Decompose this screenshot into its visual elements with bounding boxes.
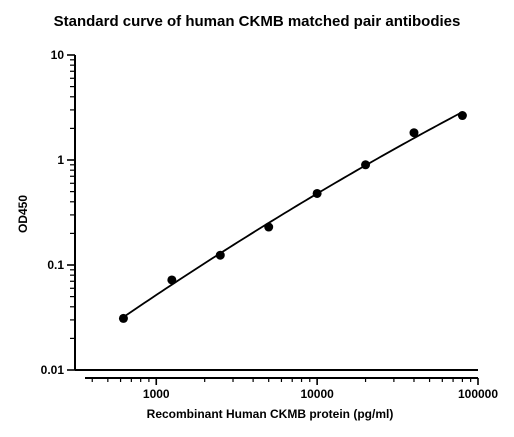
data-point bbox=[457, 111, 467, 121]
data-point bbox=[361, 160, 371, 170]
y-tick-label: 0.01 bbox=[41, 363, 65, 377]
data-point bbox=[312, 188, 322, 198]
chart-title: Standard curve of human CKMB matched pai… bbox=[54, 13, 461, 30]
data-point bbox=[409, 128, 419, 138]
x-tick-label: 10000 bbox=[300, 387, 334, 401]
y-axis-label: OD450 bbox=[16, 195, 30, 233]
data-point bbox=[215, 250, 225, 260]
x-axis-label: Recombinant Human CKMB protein (pg/ml) bbox=[147, 407, 394, 421]
fit-curve bbox=[122, 111, 463, 318]
x-axis-ticks: 1000 10000 100000 bbox=[85, 377, 498, 401]
data-points bbox=[118, 111, 467, 323]
axes bbox=[74, 55, 478, 371]
x-tick-label: 100000 bbox=[458, 387, 498, 401]
x-tick-label: 1000 bbox=[143, 387, 170, 401]
data-point bbox=[264, 222, 274, 232]
data-point bbox=[167, 275, 177, 285]
y-axis-ticks: 0.01 0.1 1 10 bbox=[41, 48, 75, 377]
data-point bbox=[118, 313, 128, 323]
y-tick-label: 1 bbox=[57, 153, 64, 167]
y-tick-label: 0.1 bbox=[47, 258, 64, 272]
y-tick-label: 10 bbox=[51, 48, 65, 62]
